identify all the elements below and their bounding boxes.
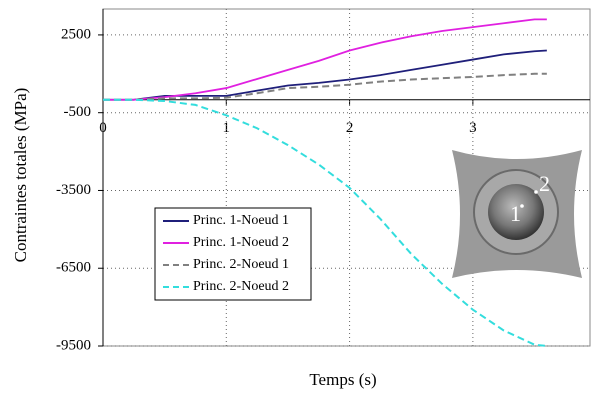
data-line: [103, 72, 547, 101]
legend-label: Princ. 1-Noeud 2: [193, 235, 289, 250]
inset-image: [452, 150, 582, 278]
x-tick-label: 3: [469, 120, 477, 136]
legend-label: Princ. 2-Noeud 1: [193, 257, 289, 272]
inset-label: 2: [539, 171, 550, 196]
data-line: [103, 18, 547, 101]
legend-box: [154, 207, 312, 301]
y-tick-label: -3500: [56, 182, 91, 198]
legend-label: Princ. 2-Noeud 2: [193, 279, 289, 294]
x-tick-label: 1: [223, 120, 231, 136]
y-axis-label: Contraintes totales (MPa): [11, 88, 30, 263]
y-tick-label: 2500: [61, 26, 91, 42]
y-tick-label: -500: [64, 104, 92, 120]
legend-label: Princ. 1-Noeud 1: [193, 213, 289, 228]
y-tick-label: -9500: [56, 337, 91, 353]
data-line: [103, 98, 547, 347]
x-axis-label: Temps (s): [309, 370, 376, 389]
y-tick-label: -6500: [56, 260, 91, 276]
x-tick-label: 2: [346, 120, 354, 136]
inset-label: 1: [510, 201, 521, 226]
